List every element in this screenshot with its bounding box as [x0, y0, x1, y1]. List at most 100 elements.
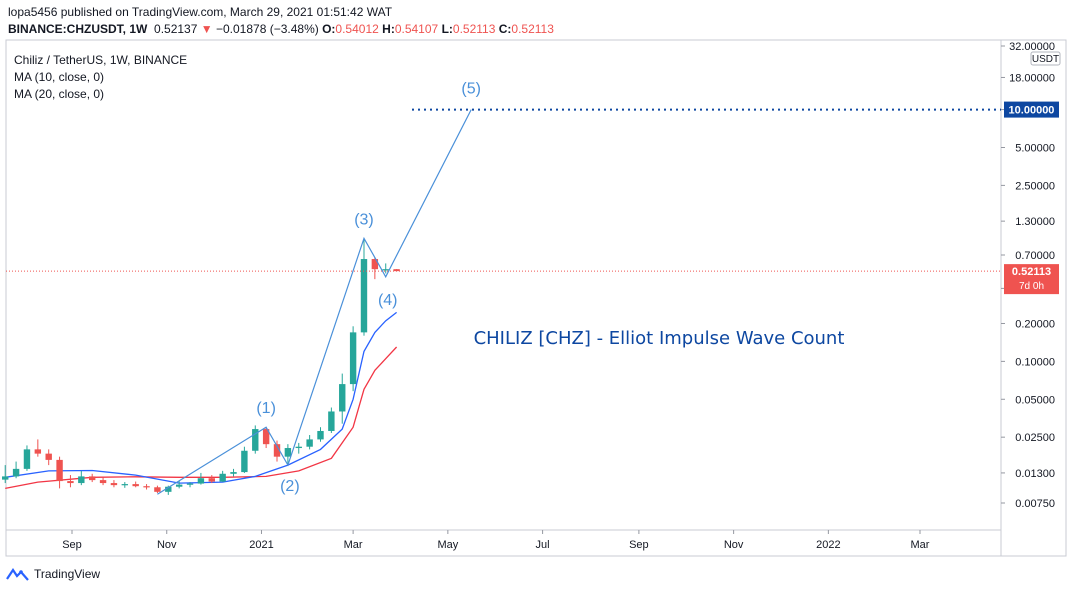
candle-body: [295, 446, 302, 449]
close-label: C:: [498, 22, 512, 36]
high-value: 0.54107: [394, 22, 439, 36]
tradingview-icon: [6, 568, 29, 581]
candle-body: [306, 439, 313, 447]
symbol-label: BINANCE:CHZUSDT, 1W: [8, 22, 148, 36]
wave-label: (3): [354, 211, 374, 228]
time-axis[interactable]: Sep Nov 2021 Mar May Jul Sep Nov 2022 Mar: [62, 530, 930, 551]
target-price-badge: [1004, 101, 1059, 118]
tradingview-logo[interactable]: TradingView: [6, 566, 100, 582]
time-tick-label: May: [437, 539, 458, 551]
candle-body: [99, 480, 107, 484]
candle-body: [110, 483, 118, 486]
candle-body: [186, 483, 194, 485]
ma20-line: [5, 346, 398, 490]
candle-body: [284, 448, 292, 457]
candle-body: [252, 429, 259, 451]
candle-body: [23, 449, 31, 469]
open-value: 0.54012: [335, 22, 379, 36]
unit-badge: [1030, 51, 1061, 66]
candle-body: [67, 481, 74, 484]
low-label: L:: [441, 22, 453, 36]
price-tick-label: 0.20000: [1015, 318, 1055, 330]
candle-body: [349, 332, 357, 385]
time-tick-label: Mar: [344, 539, 363, 551]
open-label: O:: [322, 22, 336, 36]
legend-symbol[interactable]: Chiliz / TetherUS, 1W, BINANCE: [14, 53, 188, 67]
countdown-label: 7d 0h: [1019, 281, 1044, 292]
price-tick-label: 5.00000: [1015, 142, 1055, 154]
chart-title: CHILIZ [CHZ] - Elliot Impulse Wave Count: [474, 328, 845, 349]
candle-body: [273, 444, 281, 457]
price-tick-label: 32.00000: [1009, 41, 1055, 53]
candle-body: [208, 478, 215, 482]
candle-body: [12, 468, 20, 477]
low-value: 0.52113: [452, 22, 496, 36]
wave-label: (1): [256, 400, 276, 417]
price-markers: 10.00000 0.52113 7d 0h: [6, 101, 1059, 295]
price-tick-label: 0.01300: [1015, 468, 1055, 480]
ohlc-header: BINANCE:CHZUSDT, 1W 0.52137 ▼ −0.01878 (…: [8, 22, 554, 36]
candle-body: [371, 259, 379, 270]
time-tick-label: Nov: [724, 539, 744, 551]
ma10-line: [5, 311, 397, 484]
chart-frame: [5, 39, 1067, 557]
price-tick-label: 18.00000: [1009, 72, 1055, 84]
current-price-badge: [1004, 264, 1059, 295]
candle-body: [45, 453, 52, 460]
elliott-wave: (1) (2) (3) (4) (5): [157, 81, 481, 495]
candle-body: [121, 484, 129, 486]
time-tick-label: 2021: [249, 539, 273, 551]
candles: [2, 238, 400, 495]
candle-body: [143, 486, 150, 488]
candle-body: [165, 486, 172, 492]
down-arrow-icon: ▼: [200, 22, 213, 36]
target-price-label: 10.00000: [1009, 105, 1055, 117]
high-label: H:: [382, 22, 395, 36]
candle-body: [230, 472, 237, 474]
time-tick-label: Mar: [911, 539, 930, 551]
candle-body: [328, 411, 335, 431]
candle-body: [241, 450, 248, 473]
ma20-path: [5, 346, 398, 490]
candle-body: [34, 449, 42, 454]
wave-label: (2): [280, 478, 300, 495]
candle-body: [219, 473, 226, 482]
candle-body: [2, 476, 9, 480]
candle-body: [262, 429, 270, 445]
time-tick-label: Jul: [536, 539, 550, 551]
wave-path: [157, 109, 472, 495]
wave-label: (5): [461, 81, 481, 98]
candle-body: [393, 269, 400, 272]
legend-ma10[interactable]: MA (10, close, 0): [14, 70, 105, 84]
candle-body: [360, 259, 368, 333]
price-tick-label: 0.10000: [1015, 356, 1055, 368]
candle-body: [78, 476, 85, 484]
time-tick-label: Sep: [629, 539, 649, 551]
candle-body: [132, 484, 139, 487]
price-tick-label: 0.05000: [1015, 394, 1055, 406]
candle-body: [197, 478, 205, 484]
last-price: 0.52137: [154, 22, 198, 36]
time-tick-label: 2022: [816, 539, 840, 551]
publish-info: lopa5456 published on TradingView.com, M…: [8, 5, 393, 19]
candle-body: [154, 487, 161, 492]
current-price-label: 0.52113: [1012, 266, 1051, 278]
price-change: −0.01878 (−3.48%): [215, 22, 319, 36]
unit-label: USDT: [1032, 54, 1059, 65]
time-tick-label: Nov: [157, 539, 177, 551]
candle-body: [317, 430, 324, 440]
time-tick-label: Sep: [62, 539, 82, 551]
tradingview-brand: TradingView: [34, 567, 101, 581]
price-tick-label: 0.70000: [1015, 250, 1055, 262]
ma10-path: [5, 311, 397, 484]
candle-body: [382, 269, 389, 271]
candle-body: [175, 484, 183, 487]
wave-label: (4): [378, 292, 398, 309]
price-tick-label: 0.02500: [1015, 432, 1055, 444]
candle-body: [56, 459, 63, 482]
candle-body: [88, 476, 96, 481]
price-tick-label: 1.30000: [1015, 216, 1055, 228]
close-value: 0.52113: [511, 22, 554, 36]
legend-ma20[interactable]: MA (20, close, 0): [14, 87, 105, 101]
